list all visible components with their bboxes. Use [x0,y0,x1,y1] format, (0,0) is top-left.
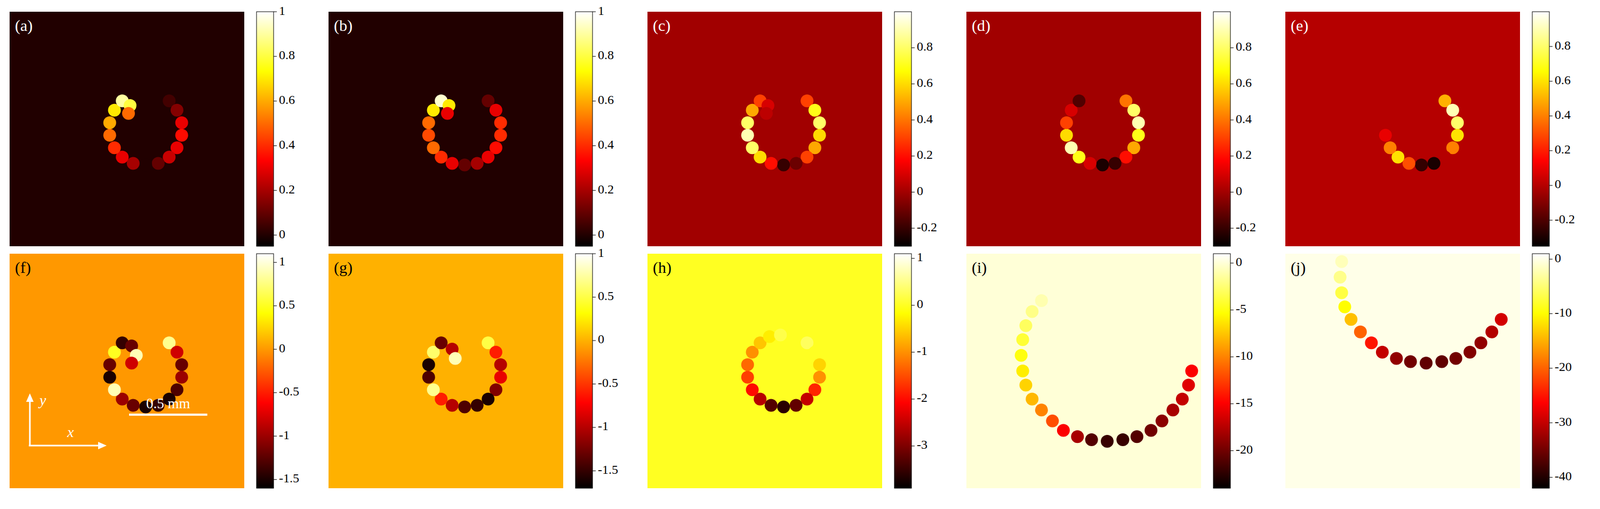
svg-text:-2: -2 [916,390,928,405]
svg-text:-1.5: -1.5 [597,462,619,477]
svg-text:(i): (i) [971,258,987,277]
svg-text:-0.2: -0.2 [1554,212,1575,227]
svg-text:(j): (j) [1290,258,1306,277]
svg-text:0.2: 0.2 [916,147,933,162]
svg-text:-1: -1 [278,428,290,443]
svg-text:1: 1 [597,246,605,260]
svg-text:1: 1 [278,4,286,18]
svg-text:(h): (h) [652,258,672,277]
svg-text:0.5 mm: 0.5 mm [146,395,191,412]
svg-text:y: y [37,392,47,409]
svg-text:-10: -10 [1554,305,1572,320]
svg-text:0.4: 0.4 [278,137,295,152]
svg-text:0.8: 0.8 [916,39,933,54]
svg-text:-5: -5 [1235,301,1247,316]
svg-text:0: 0 [1554,177,1562,191]
svg-text:0: 0 [1235,184,1243,198]
svg-text:1: 1 [916,250,924,264]
svg-text:0: 0 [597,332,605,347]
svg-text:0.5: 0.5 [597,289,614,303]
svg-text:0: 0 [278,341,286,356]
svg-text:-40: -40 [1554,469,1572,484]
svg-text:(f): (f) [14,258,31,277]
svg-text:0: 0 [916,184,924,198]
svg-text:-1.5: -1.5 [278,471,300,486]
svg-text:0.4: 0.4 [1554,107,1571,122]
svg-text:1: 1 [278,254,286,269]
svg-text:0.6: 0.6 [1554,73,1571,87]
svg-text:-15: -15 [1235,395,1253,410]
svg-text:0.8: 0.8 [278,48,295,62]
svg-text:0.4: 0.4 [597,137,614,152]
svg-text:-0.2: -0.2 [1235,220,1256,235]
svg-text:0.2: 0.2 [1554,142,1571,157]
svg-text:(e): (e) [1290,16,1309,35]
svg-text:0.2: 0.2 [597,182,614,197]
svg-text:(b): (b) [333,16,353,35]
svg-text:0: 0 [597,227,605,242]
svg-text:0.8: 0.8 [1554,38,1571,53]
svg-text:0.2: 0.2 [278,182,295,197]
svg-text:x: x [66,424,75,441]
svg-text:(a): (a) [14,16,33,35]
svg-text:-20: -20 [1554,360,1572,374]
svg-text:-1: -1 [597,419,609,434]
svg-text:0.8: 0.8 [597,48,614,62]
svg-text:-3: -3 [916,437,928,452]
svg-text:-20: -20 [1235,442,1253,457]
svg-text:1: 1 [597,4,605,18]
svg-text:(d): (d) [971,16,991,35]
svg-text:0.6: 0.6 [278,92,295,107]
svg-text:0.6: 0.6 [1235,75,1252,90]
svg-text:0: 0 [916,297,924,311]
svg-text:-30: -30 [1554,414,1572,429]
svg-text:0: 0 [278,227,286,242]
svg-text:(g): (g) [333,258,353,277]
svg-text:-10: -10 [1235,348,1253,363]
svg-text:0.4: 0.4 [916,112,933,126]
svg-text:-0.5: -0.5 [597,376,619,390]
svg-text:0.6: 0.6 [916,75,933,90]
svg-text:-1: -1 [916,344,928,358]
svg-text:-0.2: -0.2 [916,220,938,235]
svg-text:0: 0 [1554,251,1562,266]
svg-text:0.8: 0.8 [1235,39,1252,54]
svg-text:0: 0 [1235,254,1243,269]
svg-text:0.6: 0.6 [597,92,614,107]
svg-text:-0.5: -0.5 [278,384,300,399]
svg-text:0.5: 0.5 [278,297,295,312]
svg-text:0.4: 0.4 [1235,112,1252,126]
svg-text:(c): (c) [652,16,671,35]
svg-text:0.2: 0.2 [1235,147,1252,162]
